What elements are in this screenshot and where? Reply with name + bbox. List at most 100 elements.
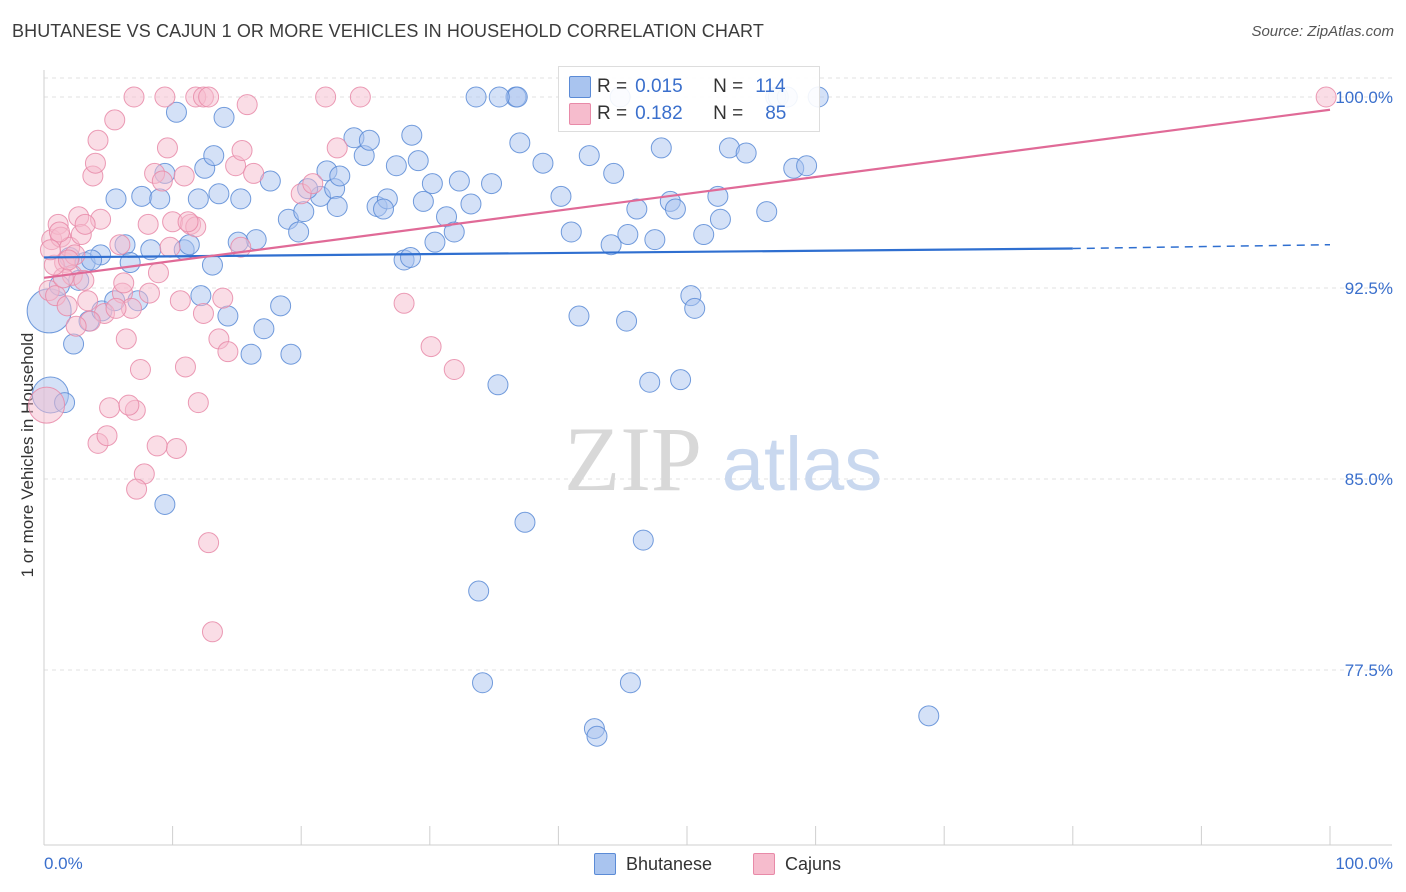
bhutanese-point-11 xyxy=(105,188,127,210)
cajuns-point-46 xyxy=(230,236,252,258)
trend-lines xyxy=(43,108,1331,279)
cajuns-point-14 xyxy=(84,152,106,174)
bhutanese-point-113 xyxy=(603,162,625,184)
legend-item-bhutanese[interactable]: Bhutanese xyxy=(594,852,712,876)
bhutanese-point-71 xyxy=(626,198,648,220)
bhutanese-point-57 xyxy=(472,672,494,694)
bhutanese-point-89 xyxy=(796,155,818,177)
bhutanese-point-44 xyxy=(401,124,423,146)
bhutanese-point-45 xyxy=(407,150,429,172)
bhutanese-point-96 xyxy=(358,129,380,151)
bhutanese-point-82 xyxy=(709,208,731,230)
bhutanese-point-50 xyxy=(448,170,470,192)
legend-item-cajuns[interactable]: Cajuns xyxy=(753,852,841,876)
legend-label-bhutanese: Bhutanese xyxy=(626,853,713,874)
bhutanese-point-41 xyxy=(385,155,407,177)
stats-box: R = 0.015 N = 114 R = 0.182 N = 85 xyxy=(558,66,820,132)
bhutanese-point-68 xyxy=(616,310,638,332)
bhutanese-point-36 xyxy=(329,165,351,187)
cajuns-point-62 xyxy=(198,86,220,108)
watermark-zip: ZIP xyxy=(564,408,702,510)
cajuns-point-73 xyxy=(159,236,181,258)
cajuns-swatch xyxy=(569,103,591,125)
cajuns-point-53 xyxy=(349,86,371,108)
cajuns-trend-line xyxy=(43,108,1331,279)
bhutanese-point-108 xyxy=(203,145,225,167)
cajuns-point-19 xyxy=(104,109,126,131)
y-tick-label-0: 77.5% xyxy=(1345,661,1393,680)
bhutanese-point-23 xyxy=(201,254,223,276)
bhutanese-point-49 xyxy=(443,221,465,243)
bhutanese-point-43 xyxy=(400,246,422,268)
bhutanese-point-66 xyxy=(600,234,622,256)
cajuns-points xyxy=(28,86,1337,643)
cajuns-point-69 xyxy=(113,272,135,294)
bhutanese-swatch xyxy=(569,76,591,98)
bhutanese-point-58 xyxy=(509,132,531,154)
bhutanese-point-61 xyxy=(550,185,572,207)
cajuns-point-51 xyxy=(315,86,337,108)
bhutanese-point-85 xyxy=(756,201,778,223)
bhutanese-point-93 xyxy=(154,493,176,515)
bhutanese-point-21 xyxy=(187,188,209,210)
bhutanese-point-77 xyxy=(670,369,692,391)
n-value-bhutanese: 114 xyxy=(755,76,786,97)
bhutanese-point-27 xyxy=(253,318,275,340)
cajuns-point-67 xyxy=(57,249,79,271)
cajuns-point-7 xyxy=(56,295,78,317)
cajuns-point-31 xyxy=(156,137,178,159)
cajuns-point-15 xyxy=(87,129,109,151)
chart-title: BHUTANESE VS CAJUN 1 OR MORE VEHICLES IN… xyxy=(12,21,764,41)
cajuns-point-12 xyxy=(77,290,99,312)
r-label: R = xyxy=(597,103,628,124)
watermark: ZIP atlas xyxy=(564,408,882,510)
bhutanese-point-15 xyxy=(131,185,153,207)
bhutanese-point-105 xyxy=(240,343,262,365)
bhutanese-point-25 xyxy=(230,188,252,210)
bhutanese-point-104 xyxy=(421,173,443,195)
bhutanese-point-84 xyxy=(735,142,757,164)
cajuns-point-50 xyxy=(302,173,324,195)
bhutanese-point-109 xyxy=(578,145,600,167)
cajuns-point-20 xyxy=(109,234,131,256)
cajuns-point-72 xyxy=(137,213,159,235)
bhutanese-point-62 xyxy=(560,221,582,243)
cajuns-point-27 xyxy=(138,282,160,304)
watermark-atlas: atlas xyxy=(722,422,883,507)
bhutanese-point-54 xyxy=(506,86,528,108)
cajuns-point-22 xyxy=(115,328,137,350)
cajuns-point-43 xyxy=(212,287,234,309)
x-tick-label-max: 100.0% xyxy=(1335,854,1393,873)
cajuns-point-83 xyxy=(231,139,253,161)
cajuns-point-80 xyxy=(126,478,148,500)
bhutanese-point-29 xyxy=(270,295,292,317)
bhutanese-point-79 xyxy=(684,297,706,319)
cajuns-point-52 xyxy=(326,137,348,159)
y-tick-label-2: 92.5% xyxy=(1345,279,1393,298)
cajuns-point-58 xyxy=(123,86,145,108)
cajuns-legend-swatch xyxy=(753,853,775,875)
bhutanese-point-60 xyxy=(532,152,554,174)
n-label: N = xyxy=(713,76,744,97)
x-tick-label-min: 0.0% xyxy=(44,854,83,873)
stats-row-bhutanese: R = 0.015 N = 114 xyxy=(569,75,786,99)
stats-row-cajuns: R = 0.182 N = 85 xyxy=(569,102,786,126)
cajuns-point-76 xyxy=(65,315,87,337)
bhutanese-point-70 xyxy=(619,672,641,694)
bhutanese-point-46 xyxy=(412,190,434,212)
bhutanese-point-100 xyxy=(326,196,348,218)
cajuns-point-71 xyxy=(173,165,195,187)
bhutanese-point-31 xyxy=(280,343,302,365)
cajuns-point-33 xyxy=(165,437,187,459)
bhutanese-point-90 xyxy=(918,705,940,727)
bhutanese-point-24 xyxy=(213,106,235,128)
bhutanese-point-52 xyxy=(465,86,487,108)
cajuns-point-75 xyxy=(96,425,118,447)
bhutanese-point-19 xyxy=(165,101,187,123)
cajuns-point-30 xyxy=(151,170,173,192)
cajuns-point-0 xyxy=(28,386,66,424)
cajuns-point-74 xyxy=(118,394,140,416)
r-value-cajuns: 0.182 xyxy=(635,103,683,124)
cajuns-point-79 xyxy=(74,213,96,235)
